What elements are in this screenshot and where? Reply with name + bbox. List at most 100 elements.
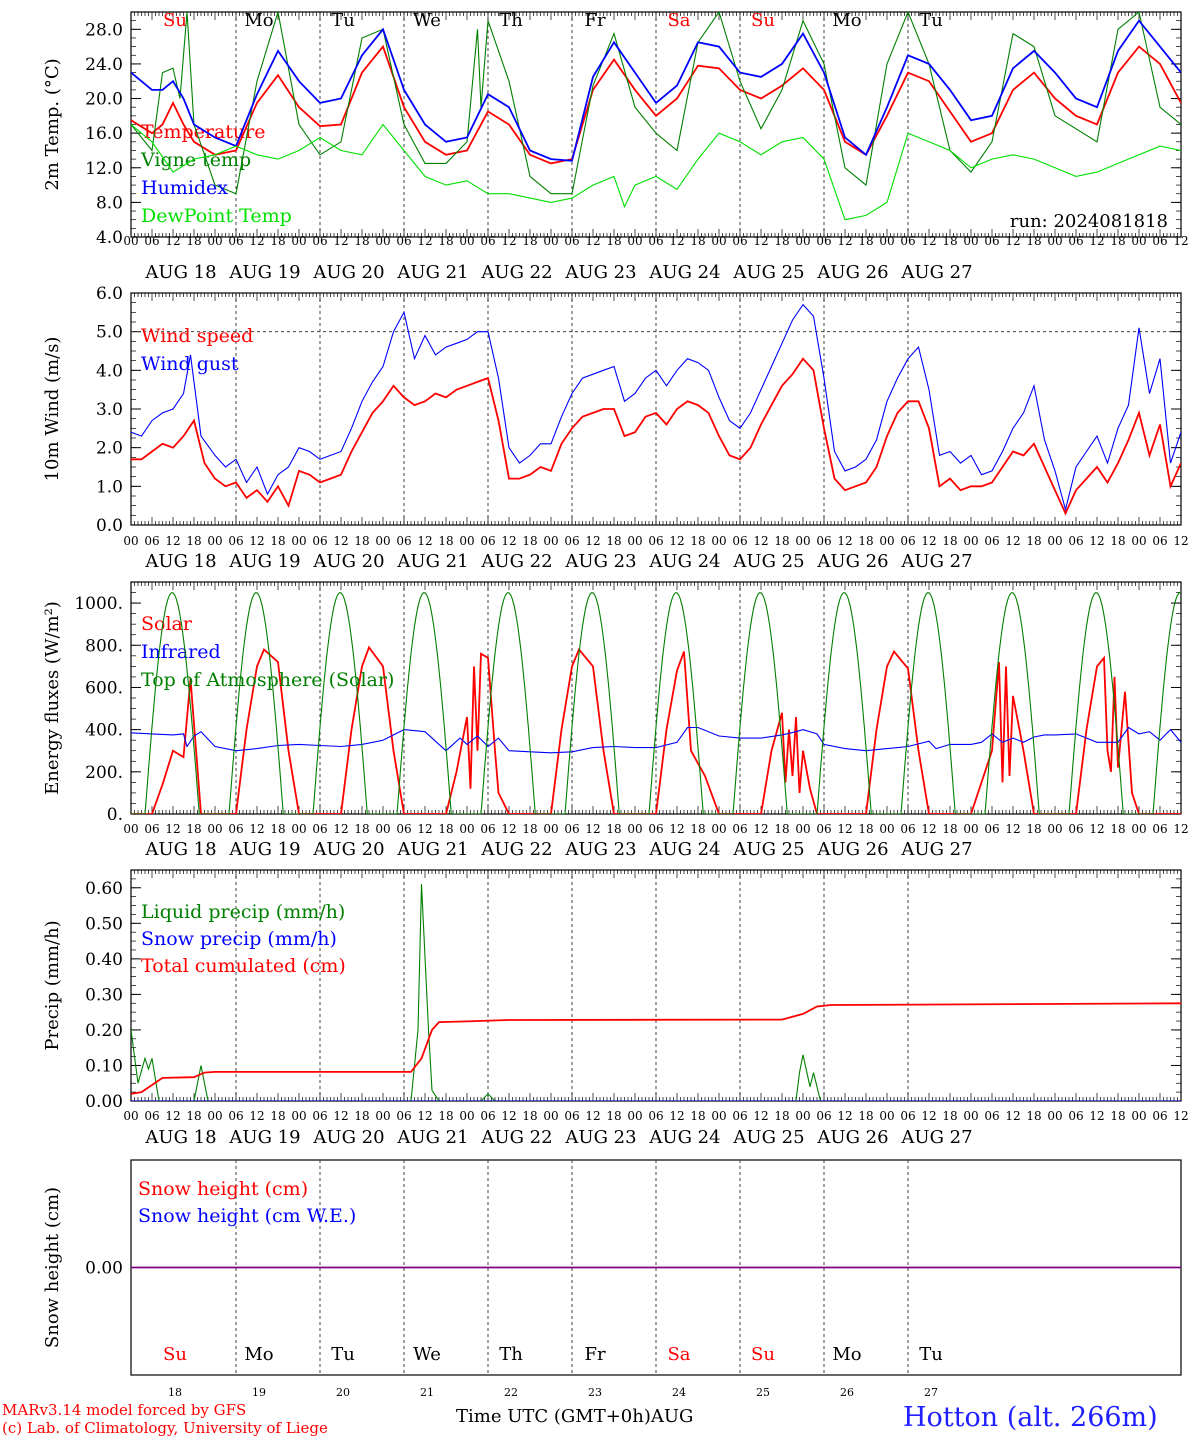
hour-label: 12 (165, 1109, 180, 1123)
weekday-label: Fr (584, 10, 605, 31)
y-tick-label: 600. (85, 678, 123, 698)
legend-entry: Infrared (141, 641, 221, 663)
model-line: MARv3.14 model forced by GFS (2, 1401, 247, 1419)
legend-entry: Total cumulated (cm) (141, 955, 346, 977)
hour-label: 18 (606, 822, 621, 836)
y-tick-label: 400. (85, 721, 123, 741)
date-label: AUG 25 (732, 839, 804, 860)
date-label: AUG 27 (900, 262, 972, 283)
hour-label: 00 (1047, 1109, 1062, 1123)
hour-label: 18 (1110, 534, 1125, 548)
date-label: AUG 22 (480, 839, 552, 860)
y-tick-label: 28.0 (85, 20, 123, 40)
hour-label: 12 (165, 822, 180, 836)
day-number-label: 20 (336, 1386, 350, 1399)
hour-label: 18 (270, 1109, 285, 1123)
weekday-label: Su (163, 10, 187, 31)
hour-label: 00 (627, 1109, 642, 1123)
series-line-wind-speed (131, 357, 1181, 516)
hour-label: 06 (228, 1109, 243, 1123)
hour-label: 18 (438, 234, 453, 248)
hour-label: 00 (543, 234, 558, 248)
y-tick-label: 0.20 (85, 1021, 123, 1041)
series-line-wind-gust (131, 303, 1181, 512)
time-label: Time UTC (GMT+0h) (456, 1406, 651, 1427)
date-label: AUG 26 (816, 262, 888, 283)
hour-label: 18 (858, 1109, 873, 1123)
date-label: AUG 18 (144, 1127, 216, 1148)
hour-label: 00 (459, 822, 474, 836)
date-label: AUG 22 (480, 1127, 552, 1148)
hour-label: 06 (648, 1109, 663, 1123)
y-tick-label: 800. (85, 636, 123, 656)
hour-label: 00 (375, 822, 390, 836)
legend-entry: Snow height (cm) (138, 1178, 308, 1200)
hour-label: 18 (186, 234, 201, 248)
hour-label: 18 (1026, 822, 1041, 836)
hour-label: 12 (249, 822, 264, 836)
hour-label: 12 (837, 234, 852, 248)
hour-label: 18 (186, 534, 201, 548)
day-number-label: 23 (588, 1386, 602, 1399)
date-label: AUG 27 (900, 551, 972, 572)
hour-label: 00 (879, 534, 894, 548)
weekday-label: Su (751, 1344, 775, 1365)
y-tick-label: 4.0 (96, 361, 123, 381)
hour-label: 18 (354, 534, 369, 548)
series-line-top-of-atmosphere-solar (131, 592, 1181, 814)
hour-label: 18 (438, 822, 453, 836)
date-label: AUG 23 (564, 839, 636, 860)
hour-label: 00 (879, 234, 894, 248)
hour-label: 00 (1047, 822, 1062, 836)
hour-label: 12 (1005, 534, 1020, 548)
hour-label: 12 (333, 234, 348, 248)
hour-label: 18 (438, 534, 453, 548)
hour-label: 00 (963, 534, 978, 548)
weekday-label: Mo (832, 1344, 861, 1365)
date-label: AUG 21 (396, 839, 468, 860)
hour-label: 18 (774, 534, 789, 548)
hour-label: 00 (375, 534, 390, 548)
y-tick-label: 12.0 (85, 159, 123, 179)
weekday-label: Tu (919, 10, 943, 31)
y-tick-label: 4.0 (96, 228, 123, 248)
hour-label: 18 (1110, 1109, 1125, 1123)
hour-label: 06 (1068, 234, 1083, 248)
hour-label: 00 (207, 234, 222, 248)
hour-label: 18 (774, 234, 789, 248)
hour-label: 12 (1173, 234, 1188, 248)
legend-entry: Snow precip (mm/h) (141, 928, 337, 950)
run-label: run: 2024081818 (1010, 211, 1168, 232)
hour-label: 12 (921, 534, 936, 548)
hour-label: 06 (228, 822, 243, 836)
hour-label: 12 (333, 822, 348, 836)
hour-label: 12 (165, 234, 180, 248)
y-axis-title: Energy fluxes (W/m²) (42, 601, 63, 795)
y-tick-label: 8.0 (96, 193, 123, 213)
weekday-label: Fr (584, 1344, 605, 1365)
date-label: AUG 20 (312, 262, 384, 283)
y-axis-title: Snow height (cm) (42, 1187, 63, 1348)
hour-label: 06 (648, 534, 663, 548)
hour-label: 12 (669, 534, 684, 548)
hour-label: 06 (900, 234, 915, 248)
hour-label: 12 (1089, 534, 1104, 548)
hour-label: 18 (858, 822, 873, 836)
legend-entry: Wind gust (141, 353, 239, 375)
legend-entry: DewPoint Temp (141, 205, 292, 227)
weekday-label: Sa (667, 10, 690, 31)
hour-label: 12 (501, 1109, 516, 1123)
hour-label: 06 (648, 234, 663, 248)
hour-label: 06 (984, 822, 999, 836)
legend-entry: Liquid precip (mm/h) (141, 901, 345, 923)
hour-label: 06 (312, 822, 327, 836)
hour-label: 18 (690, 534, 705, 548)
hour-label: 12 (501, 534, 516, 548)
hour-label: 12 (585, 234, 600, 248)
hour-label: 12 (753, 534, 768, 548)
hour-label: 12 (1089, 822, 1104, 836)
day-number-label: 24 (672, 1386, 686, 1399)
hour-label: 06 (228, 234, 243, 248)
date-label: AUG 25 (732, 262, 804, 283)
series-line-liquid-precip-mm-h (131, 884, 1181, 1101)
